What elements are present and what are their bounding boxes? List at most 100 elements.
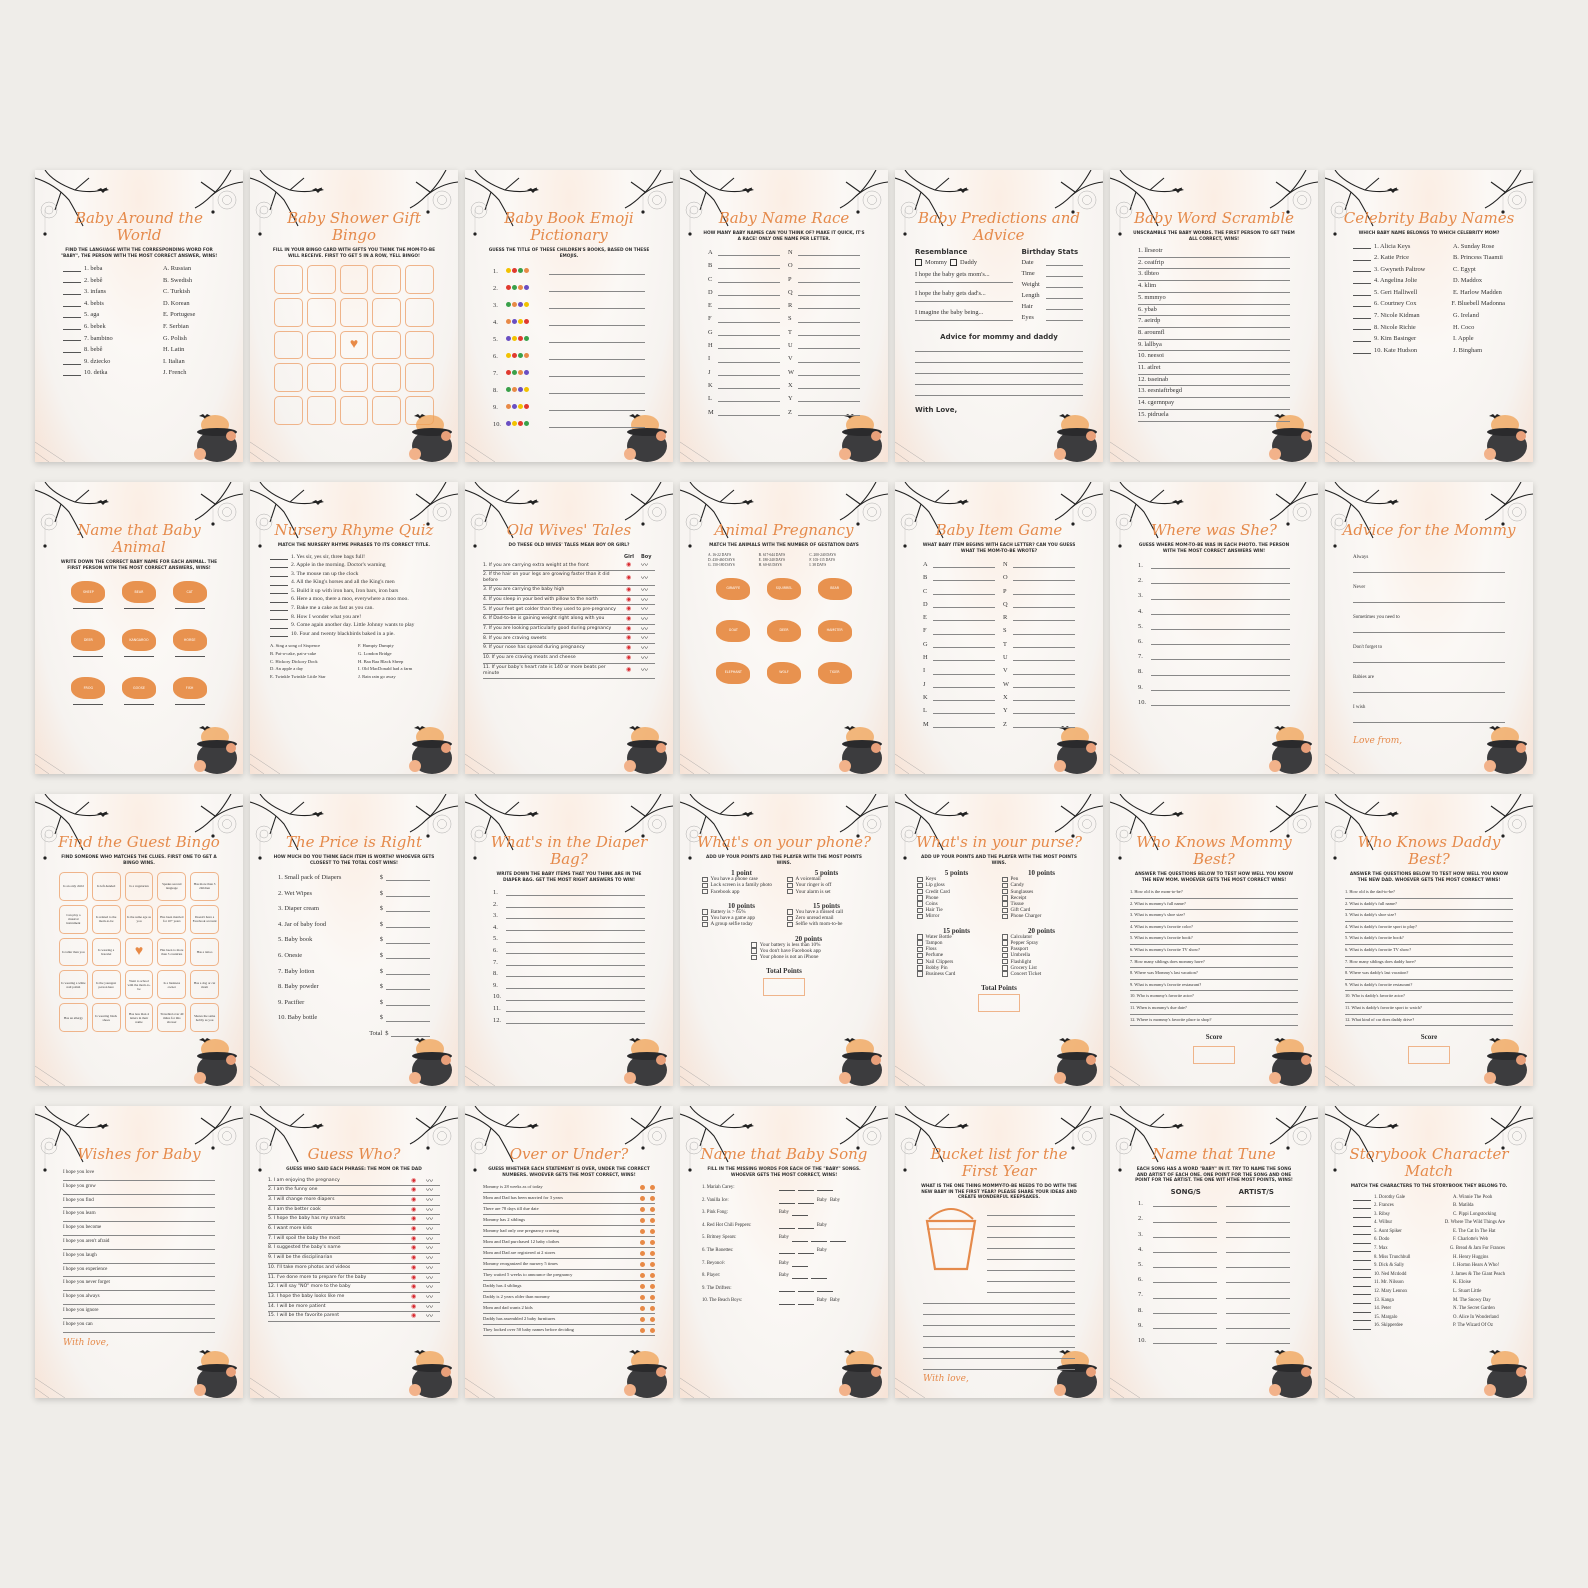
emoji-icon [518,285,523,290]
rhyme-phrase: 7. Bake me a cake as fast as you can. [291,605,374,612]
currency: $ [379,951,383,959]
left-item: 9. Kim Basinger [1374,335,1417,343]
animal-silhouette: HAMSTER [817,619,852,642]
item-name: 8. Baby powder [278,983,319,991]
answer-line [923,1326,1075,1337]
left-item: 2. Frances [1374,1203,1394,1209]
missing-word-blank [810,1236,827,1242]
card-title: Baby Around the World [74,209,204,244]
option-label: Daddy [960,258,978,266]
list-item: 6. ybab [1138,305,1290,317]
bingo-cell: Is the youngest person here [91,970,121,1000]
answer-blank [63,266,81,272]
emoji-icon [506,421,511,426]
predictions-columns: Resemblance Mommy Daddy I hope the baby get… [915,248,1083,325]
tune-row: 4. [1138,1242,1290,1257]
checkbox-icon [1002,901,1008,907]
lyric-word: Baby [778,1260,789,1266]
prompt: I wish [1353,705,1366,710]
bingo-cell [372,396,402,425]
prompt-row: Sometimes you need to [1353,603,1505,633]
letter-row: R [1003,611,1075,624]
card-instructions: Guess whether each statement is over, un… [488,1167,650,1178]
list-item: 12. Where is mommy's favorite place to s… [1130,1015,1298,1027]
mustache-icon: 〰 [426,1205,433,1214]
tale-row: 11. I've done more to prepare for the ba… [268,1274,440,1284]
letter: D [708,288,713,296]
lips-icon: ◉ [411,1273,417,1281]
card-instructions: Each song has a word "baby" in it. Try t… [1135,1167,1293,1183]
price-row: 9. Pacifier $ [278,995,430,1011]
prompt: Always [1353,555,1369,560]
answer-blank [123,651,154,657]
song-row: 4. Red Hot Chili Peppers: Baby [702,1220,866,1233]
score-label: Score [1205,1033,1223,1042]
left-item: 2. Katie Price [1374,254,1409,262]
list-item: 9. lallbya [1138,340,1290,352]
statement: Daddy has assembled 2 baby furnitures [483,1316,556,1321]
column-headers: Girl Boy [483,553,655,562]
answer-line [506,970,645,978]
emoji-icon [524,404,529,409]
checkbox-icon [917,971,923,977]
game-card-who-knows-mommy-best: Who Knows Mommy Best? Answer the question… [1110,794,1318,1086]
rhyme-title: B. Pat-a-cake, pat-a-cake [270,651,317,657]
item-text: 10. neesoi [1138,352,1164,360]
with-love-label: With Love, [915,406,958,415]
game-card-what-s-in-the-diaper-bag: What's in the Diaper Bag? Write down the … [465,794,673,1086]
card-title: Old Wives' Tales [506,521,632,539]
bingo-clue: Has a tattoo [196,949,213,954]
answer-blank [63,289,81,295]
answer-blank [174,699,205,705]
tale-row: 11. If your baby's heart rate is 140 or … [483,664,655,679]
answer-line [923,1337,1075,1348]
emoji-clue-icon [506,399,546,416]
numbered-row: 10. [1138,695,1290,710]
answer-line [549,319,645,326]
card-body: 1. Alicia Keys A. Sunday Rose 2. Katie Pri… [1353,241,1505,357]
checkbox-icon [702,921,708,928]
letter-row: S [788,312,860,325]
bingo-clue: Has more than 3 children [193,882,216,891]
letter: T [788,328,792,336]
card-body: 1. 2. 3. 4. 5. 6. 7. 8. 9. 10. [493,263,645,433]
letter: C [923,587,928,595]
price-line [386,937,430,944]
checklist-item: Nail Clippers [917,959,996,965]
tale-row: 5. I hope the baby has my smarts ◉ 〰 [268,1215,440,1226]
checkbox-icon [1002,907,1008,914]
answer-line [1013,694,1075,702]
stat-line [1046,314,1083,321]
gestation-option: B. 617-644 DAYS [758,552,786,557]
under-arrow-icon [650,1305,655,1311]
answer-line [987,1249,1075,1260]
checklist-item: Your phone is not an iPhone [751,954,866,960]
checklist-item: Grocery List [1002,965,1081,971]
answer-line [798,302,860,310]
animal-silhouette: DEER [71,629,106,657]
emoji-clue-icon [506,382,546,399]
letter: E [708,302,712,310]
over-arrow-icon [640,1305,645,1311]
card-title: Baby Predictions and Advice [918,209,1080,244]
animal-label: BEAR [134,589,144,594]
letter-row: O [788,259,860,272]
match-row: 5. Aunt Spiker E. The Cat In The Hat [1353,1228,1505,1237]
answer-line [987,1282,1075,1293]
match-row: 2. Frances B. Matilda [1353,1202,1505,1211]
statement: Mom and Dad are registered at 2 stores [483,1250,556,1255]
item-text: 5. mmmyo [1138,293,1166,301]
over-arrow-icon [640,1206,645,1212]
letter: P [1003,587,1007,595]
answer-line [798,276,860,283]
card-title: Baby Name Race [718,209,850,227]
match-row: 13. Kanga M. The Snowy Day [1353,1297,1505,1306]
rhyme-phrase: 3. The mouse ran up the clock [291,570,359,577]
statement: Daddy is 2 years older than mommy [483,1294,550,1299]
prompt: I hope you laugh [63,1252,97,1258]
price-row: 3. Diaper cream $ [278,901,430,917]
answer-blank [1353,1238,1371,1244]
header-label: Boy [641,553,652,560]
answer-blank [1353,1203,1371,1210]
